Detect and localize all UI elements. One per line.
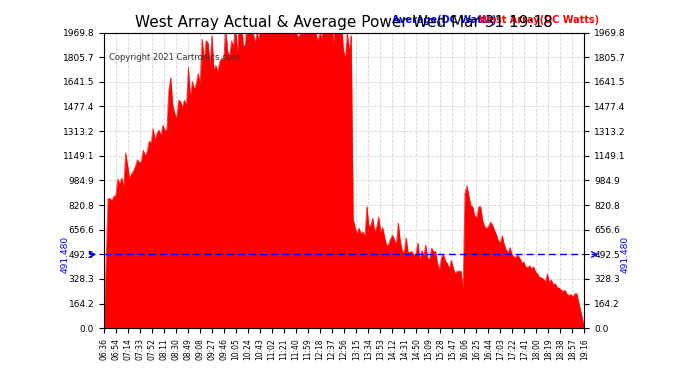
Text: Average(DC Watts): Average(DC Watts) bbox=[392, 15, 497, 25]
Title: West Array Actual & Average Power Wed Mar 31 19:18: West Array Actual & Average Power Wed Ma… bbox=[135, 15, 553, 30]
Text: West Array(DC Watts): West Array(DC Watts) bbox=[479, 15, 599, 25]
Text: 491.480: 491.480 bbox=[620, 236, 629, 273]
Text: 491.480: 491.480 bbox=[60, 236, 69, 273]
Text: Copyright 2021 Cartronics.com: Copyright 2021 Cartronics.com bbox=[109, 53, 239, 62]
